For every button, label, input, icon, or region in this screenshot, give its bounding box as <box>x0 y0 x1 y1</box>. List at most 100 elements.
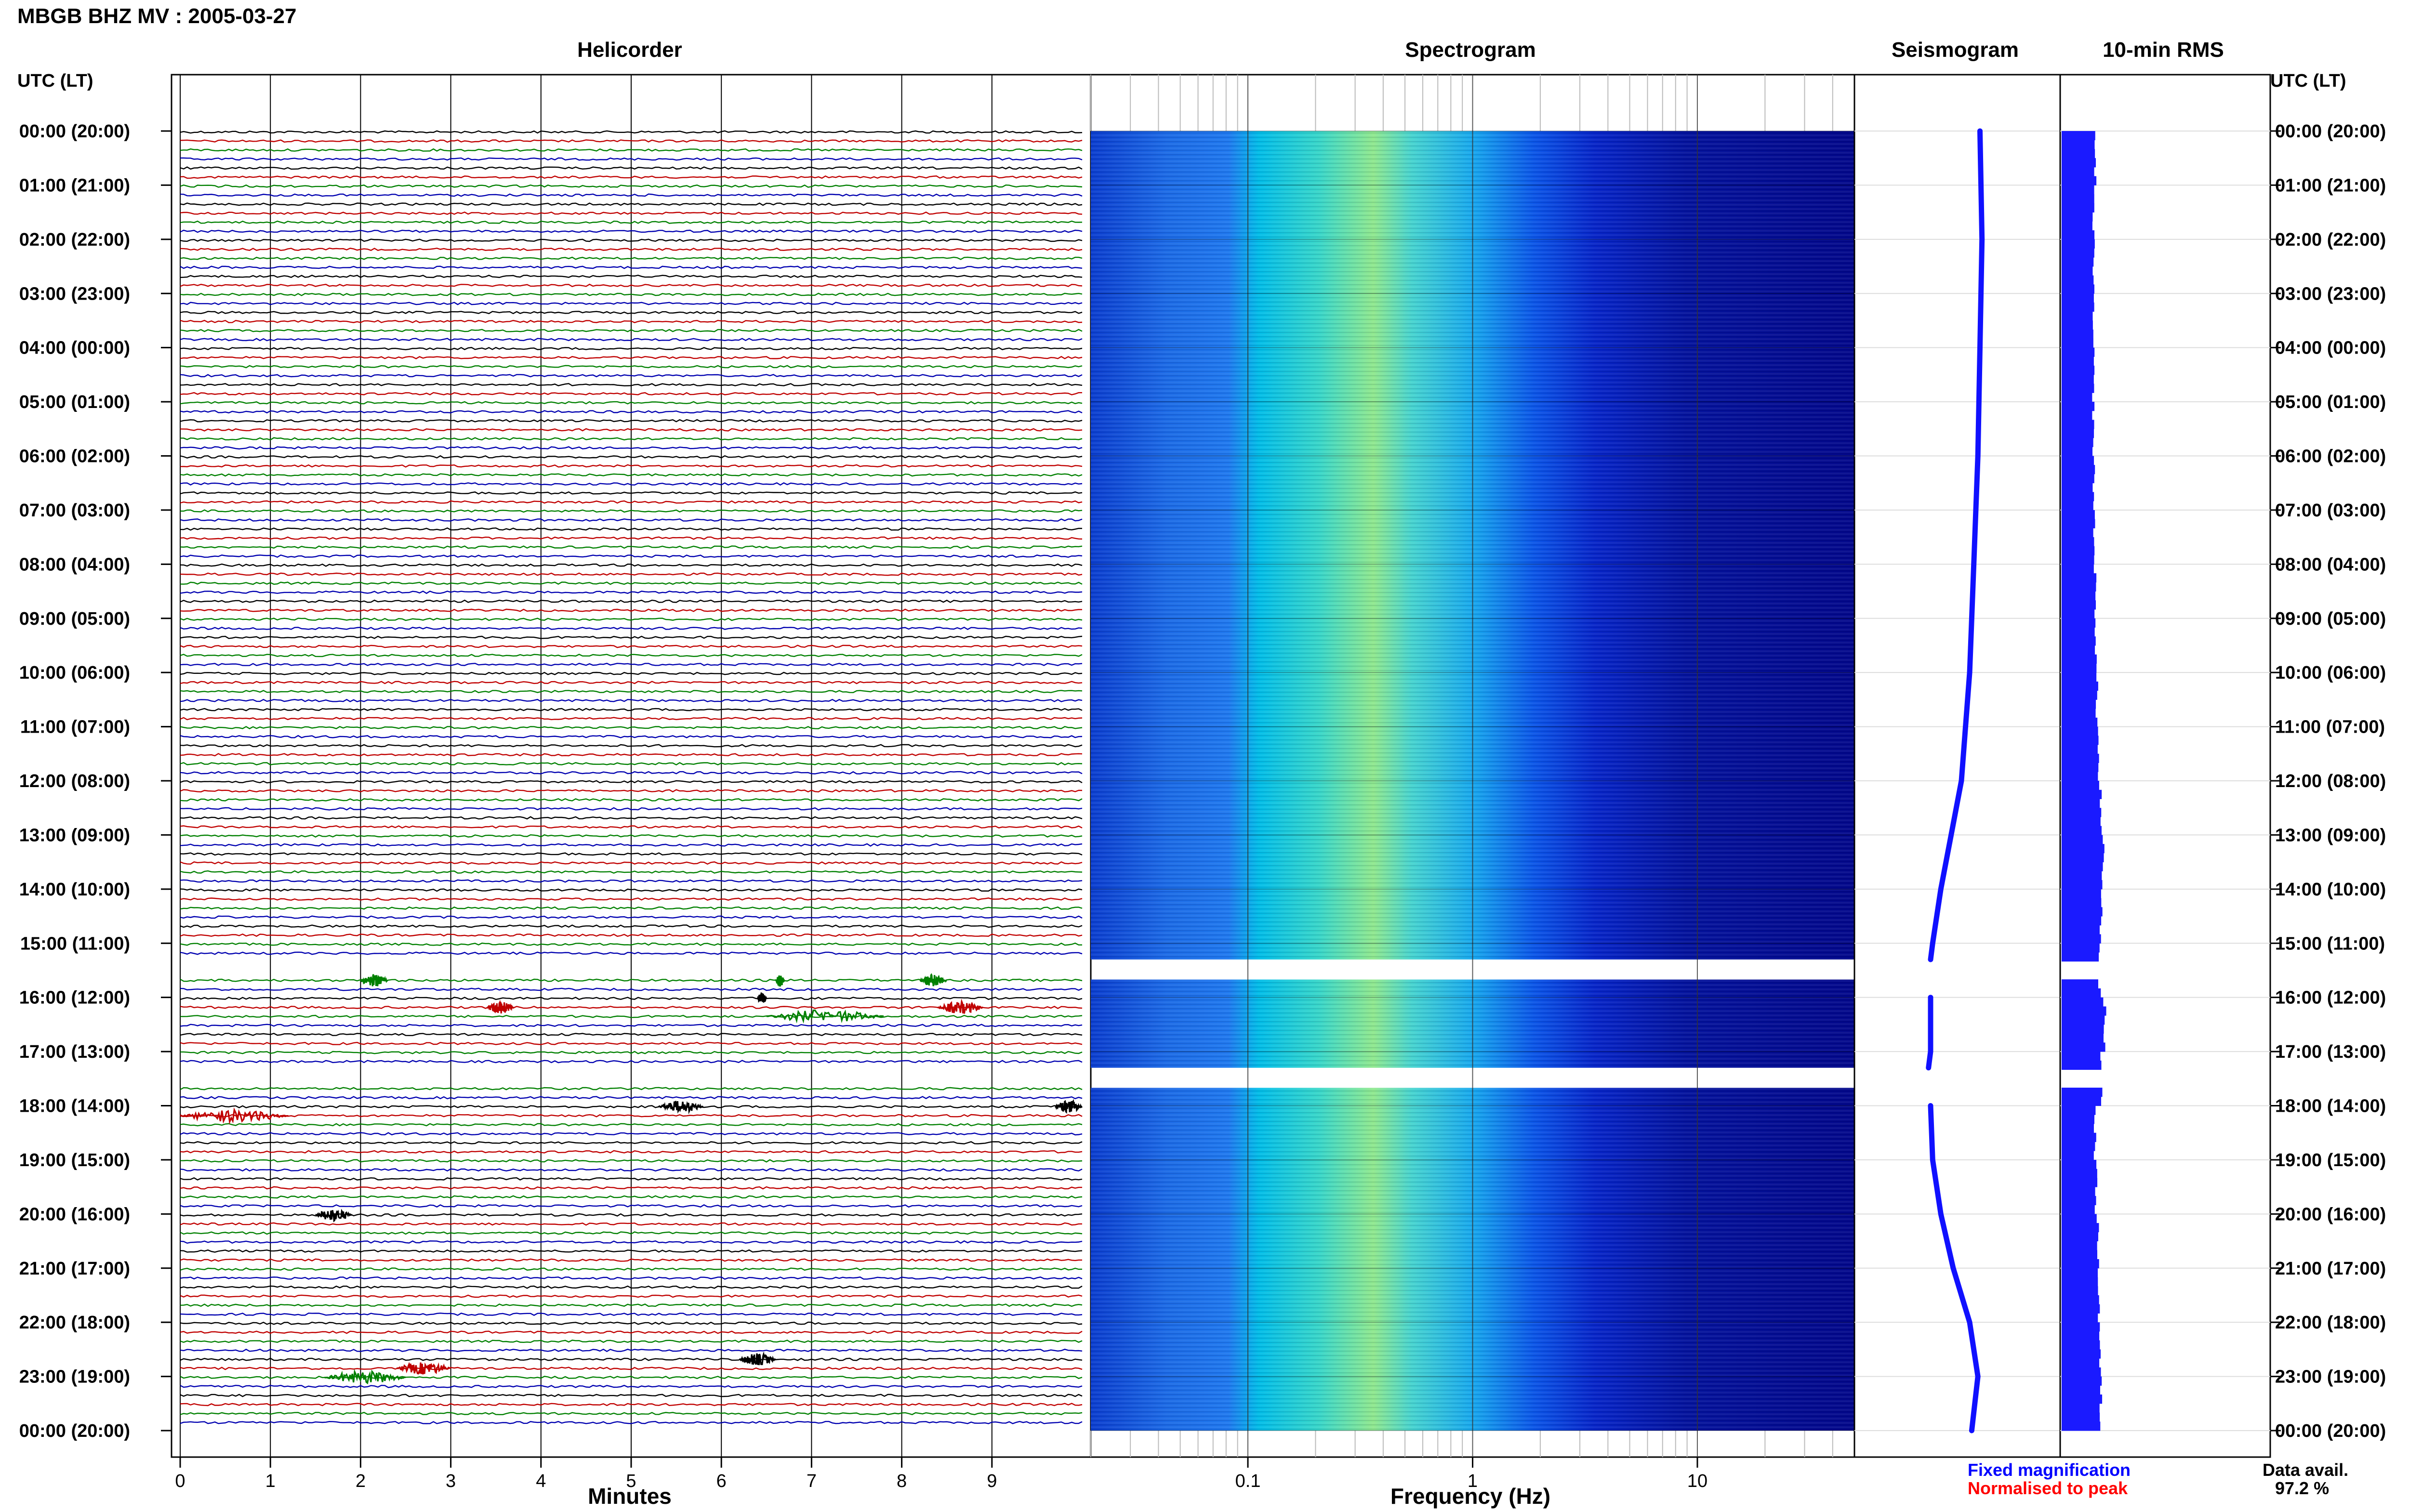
helicorder-trace <box>180 933 1083 937</box>
time-label-left: 01:00 (21:00) <box>19 175 130 196</box>
rms-bar <box>2062 1042 2105 1052</box>
rms-bar <box>2062 555 2094 565</box>
rms-bar <box>2062 889 2101 899</box>
rms-bar <box>2062 564 2094 574</box>
rms-bar <box>2062 1105 2096 1115</box>
time-label-right: 04:00 (00:00) <box>2275 338 2386 358</box>
helicorder-trace <box>180 1141 1083 1144</box>
rms-bar <box>2062 835 2103 844</box>
helicorder-x-tick-label: 7 <box>807 1471 817 1491</box>
helicorder-trace <box>180 1384 1083 1388</box>
helicorder-trace <box>180 951 1083 955</box>
helicorder-event <box>180 1107 289 1125</box>
rms-bar <box>2062 176 2097 185</box>
rms-bar <box>2062 420 2094 429</box>
rms-bar <box>2062 302 2094 312</box>
utc-label-left: UTC (LT) <box>17 71 93 91</box>
helicorder-trace <box>180 852 1083 856</box>
rms-bar <box>2062 1159 2097 1170</box>
helicorder-trace <box>180 211 1083 215</box>
helicorder-x-tick-label: 5 <box>626 1471 636 1491</box>
time-label-right: 05:00 (01:00) <box>2275 392 2386 412</box>
rms-bar <box>2062 149 2095 158</box>
rms-bar <box>2062 816 2101 827</box>
helicorder-trace <box>180 762 1083 766</box>
helicorder-trace <box>180 671 1083 675</box>
helicorder-trace <box>180 1132 1083 1136</box>
helicorder-trace <box>180 816 1083 820</box>
rms-bar <box>2062 808 2102 817</box>
helicorder-x-tick-label: 8 <box>897 1471 907 1491</box>
rms-bar <box>2062 709 2096 718</box>
helicorder-trace <box>180 1159 1083 1163</box>
rms-bar <box>2062 943 2100 953</box>
helicorder-trace <box>180 1394 1083 1397</box>
rms-bar <box>2062 1178 2098 1187</box>
time-label-right: 17:00 (13:00) <box>2275 1042 2386 1062</box>
helicorder-trace <box>180 924 1083 928</box>
rms-bar <box>2062 618 2096 628</box>
helicorder-trace <box>180 491 1083 495</box>
rms-bar <box>2062 374 2094 384</box>
rms-bar <box>2062 402 2095 411</box>
helicorder-trace <box>180 527 1083 531</box>
rms-bar <box>2062 347 2095 357</box>
rms-bar <box>2062 952 2099 962</box>
helicorder-trace <box>180 229 1083 233</box>
helicorder-event <box>1055 1099 1083 1114</box>
utc-label-right: UTC (LT) <box>2270 71 2346 91</box>
helicorder-trace <box>180 1258 1082 1262</box>
helicorder-trace <box>180 265 1083 269</box>
helicorder-trace <box>180 157 1083 161</box>
rms-bar <box>2062 465 2095 474</box>
rms-bar <box>2062 591 2096 601</box>
helicorder-trace <box>180 1231 1083 1235</box>
helicorder-trace <box>180 455 1083 459</box>
rms-bar <box>2062 753 2099 763</box>
helicorder-event <box>775 975 785 987</box>
helicorder-trace <box>180 1420 1083 1424</box>
helicorder-x-tick-label: 3 <box>446 1471 456 1491</box>
rms-bar <box>2062 1259 2099 1269</box>
helicorder-trace <box>180 392 1082 395</box>
rms-bar <box>2062 1006 2106 1016</box>
helicorder-trace <box>180 1357 1083 1361</box>
rms-bar <box>2062 1096 2102 1106</box>
helicorder-trace <box>180 220 1083 224</box>
helicorder-trace <box>180 1403 1083 1407</box>
helicorder-title: Helicorder <box>577 38 682 62</box>
rms-bar <box>2062 537 2094 547</box>
helicorder-trace <box>180 987 1083 991</box>
rms-panel <box>2059 74 2271 1458</box>
rms-bar <box>2062 1313 2098 1323</box>
helicorder-trace <box>180 771 1083 775</box>
rms-bar <box>2062 1187 2095 1196</box>
time-label-left: 18:00 (14:00) <box>19 1096 130 1117</box>
helicorder-trace <box>180 184 1083 188</box>
helicorder-trace <box>180 238 1083 242</box>
helicorder-trace <box>180 780 1083 784</box>
rms-bar <box>2062 997 2104 1007</box>
time-label-left: 13:00 (09:00) <box>19 825 130 845</box>
helicorder-xlabel: Minutes <box>588 1484 672 1509</box>
time-axis-labels: 00:00 (20:00) 00:00 (20:00) 01:00 (21:00) 0… <box>19 121 2386 1441</box>
rms-bar <box>2062 1349 2101 1359</box>
rms-bar <box>2062 898 2102 907</box>
time-label-left: 19:00 (15:00) <box>19 1150 130 1170</box>
rms-bar <box>2062 844 2105 854</box>
rms-bar <box>2062 573 2097 583</box>
time-label-right: 13:00 (09:00) <box>2275 825 2386 845</box>
rms-bar <box>2062 1214 2097 1223</box>
rms-bar <box>2062 627 2095 637</box>
spectrogram-x-tick-label: 0.1 <box>1235 1471 1261 1491</box>
rms-bar <box>2062 745 2098 754</box>
seismogram-panel <box>1853 74 2061 1458</box>
rms-bar <box>2062 429 2094 438</box>
helicorder-trace <box>180 681 1083 684</box>
helicorder-trace <box>180 130 1083 134</box>
helicorder-trace <box>180 518 1083 522</box>
spectrogram-x-tick-label: 10 <box>1687 1471 1707 1491</box>
rms-bar <box>2062 311 2093 321</box>
helicorder-trace <box>180 1195 1083 1199</box>
helicorder-trace <box>180 879 1083 883</box>
